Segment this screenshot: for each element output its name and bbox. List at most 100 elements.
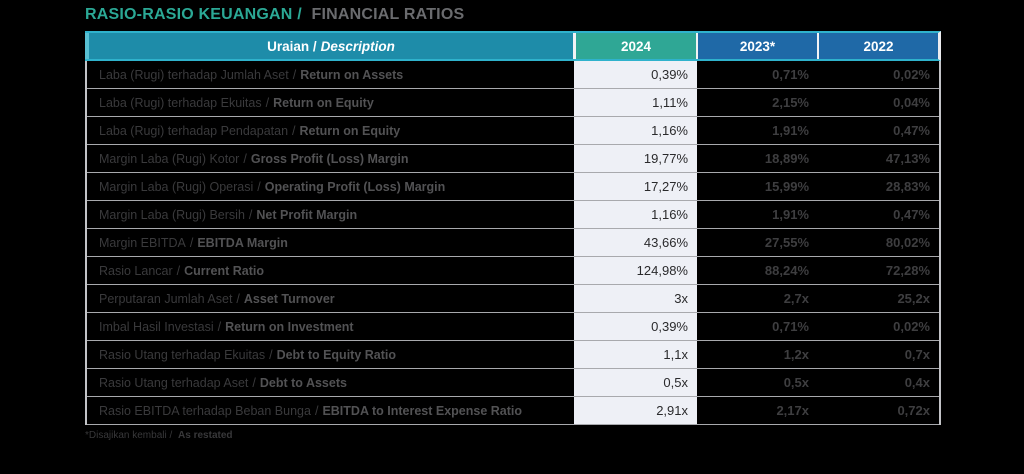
table-row: Laba (Rugi) terhadap Jumlah Aset / Retur… <box>87 61 939 89</box>
value-2024-cell: 124,98% <box>574 257 697 284</box>
value-2024-cell: 0,39% <box>574 61 697 88</box>
label-separator: / <box>236 291 240 306</box>
ratio-label-indonesian: Laba (Rugi) terhadap Pendapatan <box>99 123 289 138</box>
ratio-label-cell: Perputaran Jumlah Aset / Asset Turnover <box>87 285 574 312</box>
value-2023-cell: 0,71% <box>772 67 809 82</box>
table-row: Imbal Hasil Investasi / Return on Invest… <box>87 313 939 341</box>
table-row: Rasio Lancar / Current Ratio 124,98% 88,… <box>87 257 939 285</box>
table-row: Margin Laba (Rugi) Operasi / Operating P… <box>87 173 939 201</box>
ratio-label-english: Debt to Equity Ratio <box>276 347 397 362</box>
value-2023-cell: 18,89% <box>764 151 809 166</box>
header-left-accent <box>85 33 89 59</box>
table-row: Laba (Rugi) terhadap Ekuitas / Return on… <box>87 89 939 117</box>
ratio-label-indonesian: Imbal Hasil Investasi <box>99 319 214 334</box>
value-2024-cell: 17,27% <box>574 173 697 200</box>
page-title-indonesian: RASIO-RASIO KEUANGAN / <box>85 6 302 23</box>
ratio-label-indonesian: Rasio Utang terhadap Ekuitas <box>99 347 266 362</box>
column-header-2022: 2022 <box>817 33 938 59</box>
table-row: Rasio Utang terhadap Aset / Debt to Asse… <box>87 369 939 397</box>
value-2022-cell: 28,83% <box>885 179 930 194</box>
table-body: Laba (Rugi) terhadap Jumlah Aset / Retur… <box>85 61 941 425</box>
table-row: Rasio EBITDA terhadap Beban Bunga / EBIT… <box>87 397 939 425</box>
ratio-label-cell: Rasio Utang terhadap Aset / Debt to Asse… <box>87 369 574 396</box>
ratio-label-indonesian: Margin Laba (Rugi) Operasi <box>99 179 254 194</box>
table-row: Margin Laba (Rugi) Kotor / Gross Profit … <box>87 145 939 173</box>
value-2022-cell: 72,28% <box>885 263 930 278</box>
label-separator: / <box>269 347 273 362</box>
value-2024-cell: 1,16% <box>574 201 697 228</box>
value-2023-cell: 2,15% <box>772 95 809 110</box>
ratio-label-cell: Laba (Rugi) terhadap Jumlah Aset / Retur… <box>87 61 574 88</box>
ratio-label-indonesian: Margin EBITDA <box>99 235 186 250</box>
ratio-label-indonesian: Rasio Utang terhadap Aset <box>99 375 249 390</box>
label-separator: / <box>292 123 296 138</box>
ratio-label-english: Return on Assets <box>300 67 404 82</box>
ratio-label-indonesian: Laba (Rugi) terhadap Jumlah Aset <box>99 67 289 82</box>
value-2024-cell: 0,5x <box>574 369 697 396</box>
ratio-label-cell: Margin Laba (Rugi) Kotor / Gross Profit … <box>87 145 574 172</box>
value-2023-cell: 1,91% <box>772 123 809 138</box>
ratio-label-indonesian: Margin Laba (Rugi) Bersih <box>99 207 245 222</box>
value-2022-cell: 0,47% <box>893 207 930 222</box>
label-separator: / <box>176 263 181 278</box>
ratio-label-cell: Rasio EBITDA terhadap Beban Bunga / EBIT… <box>87 397 574 424</box>
value-2023-cell: 0,5x <box>783 375 809 390</box>
table-row: Margin Laba (Rugi) Bersih / Net Profit M… <box>87 201 939 229</box>
ratio-label-english: Operating Profit (Loss) Margin <box>264 179 446 194</box>
label-separator: / <box>252 375 256 390</box>
column-header-2023: 2023* <box>696 33 817 59</box>
label-separator: / <box>243 151 247 166</box>
value-2023-cell: 2,17x <box>776 403 809 418</box>
ratio-label-english: Asset Turnover <box>243 291 335 306</box>
ratio-label-indonesian: Margin Laba (Rugi) Kotor <box>99 151 240 166</box>
page-title: RASIO-RASIO KEUANGAN / FINANCIAL RATIOS <box>85 6 464 24</box>
ratio-label-cell: Rasio Utang terhadap Ekuitas / Debt to E… <box>87 341 574 368</box>
ratio-label-english: Return on Equity <box>273 95 374 110</box>
ratio-label-cell: Margin Laba (Rugi) Operasi / Operating P… <box>87 173 574 200</box>
column-header-description-en: Description <box>320 38 395 54</box>
value-2024-cell: 3x <box>574 285 697 312</box>
ratio-label-cell: Laba (Rugi) terhadap Ekuitas / Return on… <box>87 89 574 116</box>
value-2022-cell: 0,7x <box>904 347 930 362</box>
ratio-label-cell: Rasio Lancar / Current Ratio <box>87 257 574 284</box>
value-2024-cell: 1,11% <box>574 89 697 116</box>
table-row: Margin EBITDA / EBITDA Margin 43,66% 27,… <box>87 229 939 257</box>
page-title-english: FINANCIAL RATIOS <box>311 6 465 23</box>
column-header-description: Uraian / Description <box>89 33 573 59</box>
value-2022-cell: 0,04% <box>893 95 930 110</box>
ratio-label-cell: Laba (Rugi) terhadap Pendapatan / Return… <box>87 117 574 144</box>
table-header-row: Uraian / Description 2024 2023* 2022 <box>85 31 941 61</box>
value-2024-cell: 1,1x <box>574 341 697 368</box>
ratio-label-english: Gross Profit (Loss) Margin <box>250 151 409 166</box>
label-separator: / <box>248 207 253 222</box>
table-row: Laba (Rugi) terhadap Pendapatan / Return… <box>87 117 939 145</box>
value-2023-cell: 27,55% <box>764 235 809 250</box>
ratio-label-english: Return on Investment <box>225 319 354 334</box>
label-separator: / <box>189 235 194 250</box>
label-separator: / <box>314 403 319 418</box>
ratio-label-english: EBITDA to Interest Expense Ratio <box>322 403 523 418</box>
column-header-2024: 2024 <box>573 33 696 59</box>
table-row: Perputaran Jumlah Aset / Asset Turnover … <box>87 285 939 313</box>
value-2024-cell: 43,66% <box>574 229 697 256</box>
ratio-label-indonesian: Rasio EBITDA terhadap Beban Bunga <box>99 403 311 418</box>
ratio-label-english: Current Ratio <box>184 263 265 278</box>
footnote-indonesian: *Disajikan kembali / <box>85 430 173 441</box>
ratio-label-cell: Imbal Hasil Investasi / Return on Invest… <box>87 313 574 340</box>
label-separator: / <box>257 179 261 194</box>
value-2023-cell: 15,99% <box>764 179 809 194</box>
ratio-label-english: Net Profit Margin <box>256 207 358 222</box>
footnote-english: As restated <box>178 430 233 441</box>
value-2023-cell: 88,24% <box>764 263 809 278</box>
label-separator: / <box>217 319 222 334</box>
value-2022-cell: 0,02% <box>893 319 930 334</box>
value-2022-cell: 0,47% <box>893 123 930 138</box>
column-header-description-id: Uraian / <box>267 38 317 54</box>
ratio-label-cell: Margin Laba (Rugi) Bersih / Net Profit M… <box>87 201 574 228</box>
ratio-label-indonesian: Perputaran Jumlah Aset <box>99 291 233 306</box>
value-2023-cell: 0,71% <box>772 319 809 334</box>
value-2024-cell: 1,16% <box>574 117 697 144</box>
label-separator: / <box>265 95 270 110</box>
value-2024-cell: 0,39% <box>574 313 697 340</box>
